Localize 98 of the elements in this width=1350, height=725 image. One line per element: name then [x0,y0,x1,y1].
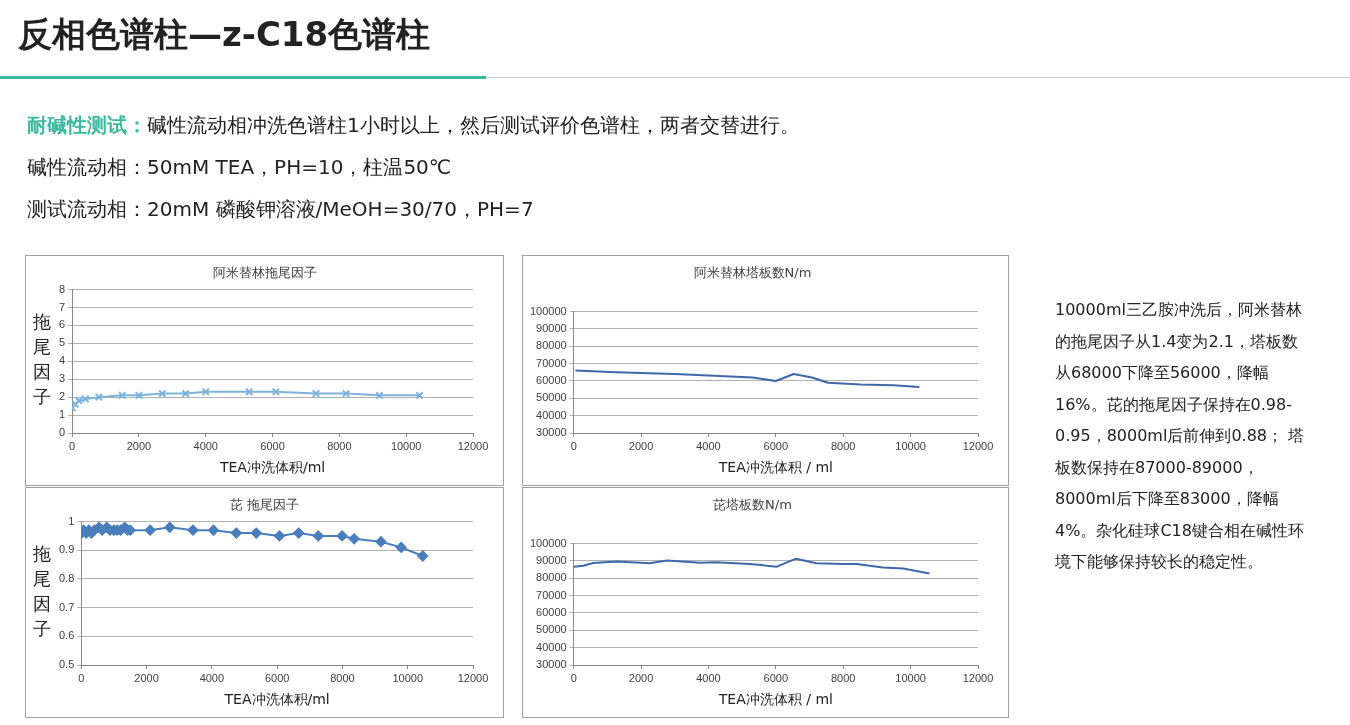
y-tick-label: 90000 [536,553,567,566]
y-tick-label: 0.6 [58,629,75,642]
y-tick-label: 4 [58,354,66,367]
point [207,524,219,536]
point [417,550,429,562]
text: 碱性流动相冲洗色谱柱1小时以上，然后测试评价色谱柱，两者交替进行。 [147,113,800,137]
chart-title: 芘 拖尾因子 [229,497,300,513]
y-tick-label: 40000 [536,408,567,421]
point [181,389,190,398]
chart-title: 阿米替林塔板数N/m [693,265,812,281]
chart-title: 阿米替林拖尾因子 [212,265,317,281]
point [341,389,351,398]
x-axis-title: TEA冲洗体积 / ml [717,459,833,476]
y-tick-label: 70000 [536,356,567,369]
y-tick-label: 0.7 [58,600,75,613]
y-tick-label: 1 [58,408,66,421]
text: 碱性流动相：50mM TEA，PH=10，柱温50℃ [27,154,452,181]
x-tick-label: 6000 [264,671,290,684]
x-tick-label: 0 [570,439,577,452]
x-tick-label: 12000 [962,671,994,684]
x-tick-label: 8000 [830,671,856,684]
x-tick-label: 2000 [134,671,159,684]
x-tick-label: 2000 [628,671,654,684]
x-tick-label: 0 [570,671,577,684]
y-tick-label: 30000 [536,426,567,439]
y-tick-label: 60000 [536,374,567,386]
point [187,524,199,536]
x-tick-label: 6000 [260,439,285,452]
y-tick-label: 100000 [529,304,567,317]
point [273,530,285,542]
point [94,392,104,402]
y-axis-title: 拖尾因子 [32,543,51,640]
y-tick-label: 0.8 [58,571,75,584]
x-tick-label: 4000 [696,671,721,684]
x-tick-label: 2000 [628,439,654,452]
y-tick-label: 80000 [536,339,567,352]
point [244,387,254,396]
point [230,527,242,539]
x-axis-title: TEA冲洗体积 / ml [717,691,833,708]
y-tick-label: 0 [58,426,66,439]
y-tick-label: 8 [58,282,66,295]
x-tick-label: 12000 [962,439,994,452]
point [348,533,360,545]
x-tick-label: 4000 [696,439,721,452]
text: 耐碱性测试： [27,113,147,137]
x-tick-label: 12000 [457,439,489,452]
x-tick-label: 4000 [199,671,225,684]
x-tick-label: 8000 [330,671,355,684]
point [164,521,176,533]
y-tick-label: 70000 [536,588,567,601]
text: 10000ml三乙胺冲洗后，阿米替林的拖尾因子从1.4变为2.1，塔板数从68000下降至56000，降幅16%。芘的拖尾因子保持在0.98-0.95，8000ml后前伸到0.88； 塔板数保持在87000-89000，8000ml后下降至83000，降幅4%。杂化硅球C18键合相在碱性环境下能够保持较长的稳定性。 [1055,300,1305,571]
y-tick-label: 1 [68,514,75,527]
x-axis-title: TEA冲洗体积/ml [223,691,330,708]
text: 反相色谱柱—z-C18色谱柱 [18,13,431,56]
x-tick-label: 12000 [457,671,489,684]
y-axis-title: 拖尾因子 [32,311,51,408]
x-tick-label: 6000 [763,671,789,684]
x-tick-label: 10000 [895,439,926,452]
x-tick-label: 8000 [830,439,856,452]
point [311,389,321,398]
x-tick-label: 10000 [392,671,424,684]
point [293,527,305,539]
y-tick-label: 2 [58,390,66,403]
y-tick-label: 5 [58,336,66,349]
point [415,391,424,400]
x-tick-label: 0 [78,671,85,684]
point [250,527,262,539]
x-tick-label: 6000 [763,439,789,452]
point [375,536,387,548]
y-tick-label: 3 [58,372,66,385]
y-tick-label: 100000 [529,536,567,549]
text: 测试流动相：20mM 磷酸钾溶液/MeOH=30/70，PH=7 [27,196,534,223]
y-tick-label: 50000 [536,391,567,404]
point [74,396,83,405]
x-tick-label: 10000 [895,671,926,684]
y-tick-label: 60000 [536,606,567,618]
x-tick-label: 2000 [126,439,152,452]
x-tick-label: 8000 [327,439,352,452]
x-tick-label: 4000 [193,439,218,452]
y-tick-label: 30000 [536,658,567,671]
point [336,530,348,542]
point [271,387,281,396]
y-tick-label: 6 [58,318,66,331]
chart-title: 芘塔板数N/m [713,497,792,513]
y-tick-label: 80000 [536,571,567,584]
point [158,389,167,398]
point [144,524,156,536]
y-tick-label: 0.9 [58,543,75,556]
y-tick-label: 90000 [536,321,567,334]
point [375,391,384,400]
point [312,530,324,542]
y-tick-label: 50000 [536,623,567,636]
x-axis-title: TEA冲洗体积/ml [218,459,326,476]
y-tick-label: 40000 [536,640,567,653]
y-tick-label: 0.5 [58,658,75,671]
point [395,541,407,553]
x-tick-label: 10000 [390,439,422,452]
y-tick-label: 7 [58,300,66,313]
